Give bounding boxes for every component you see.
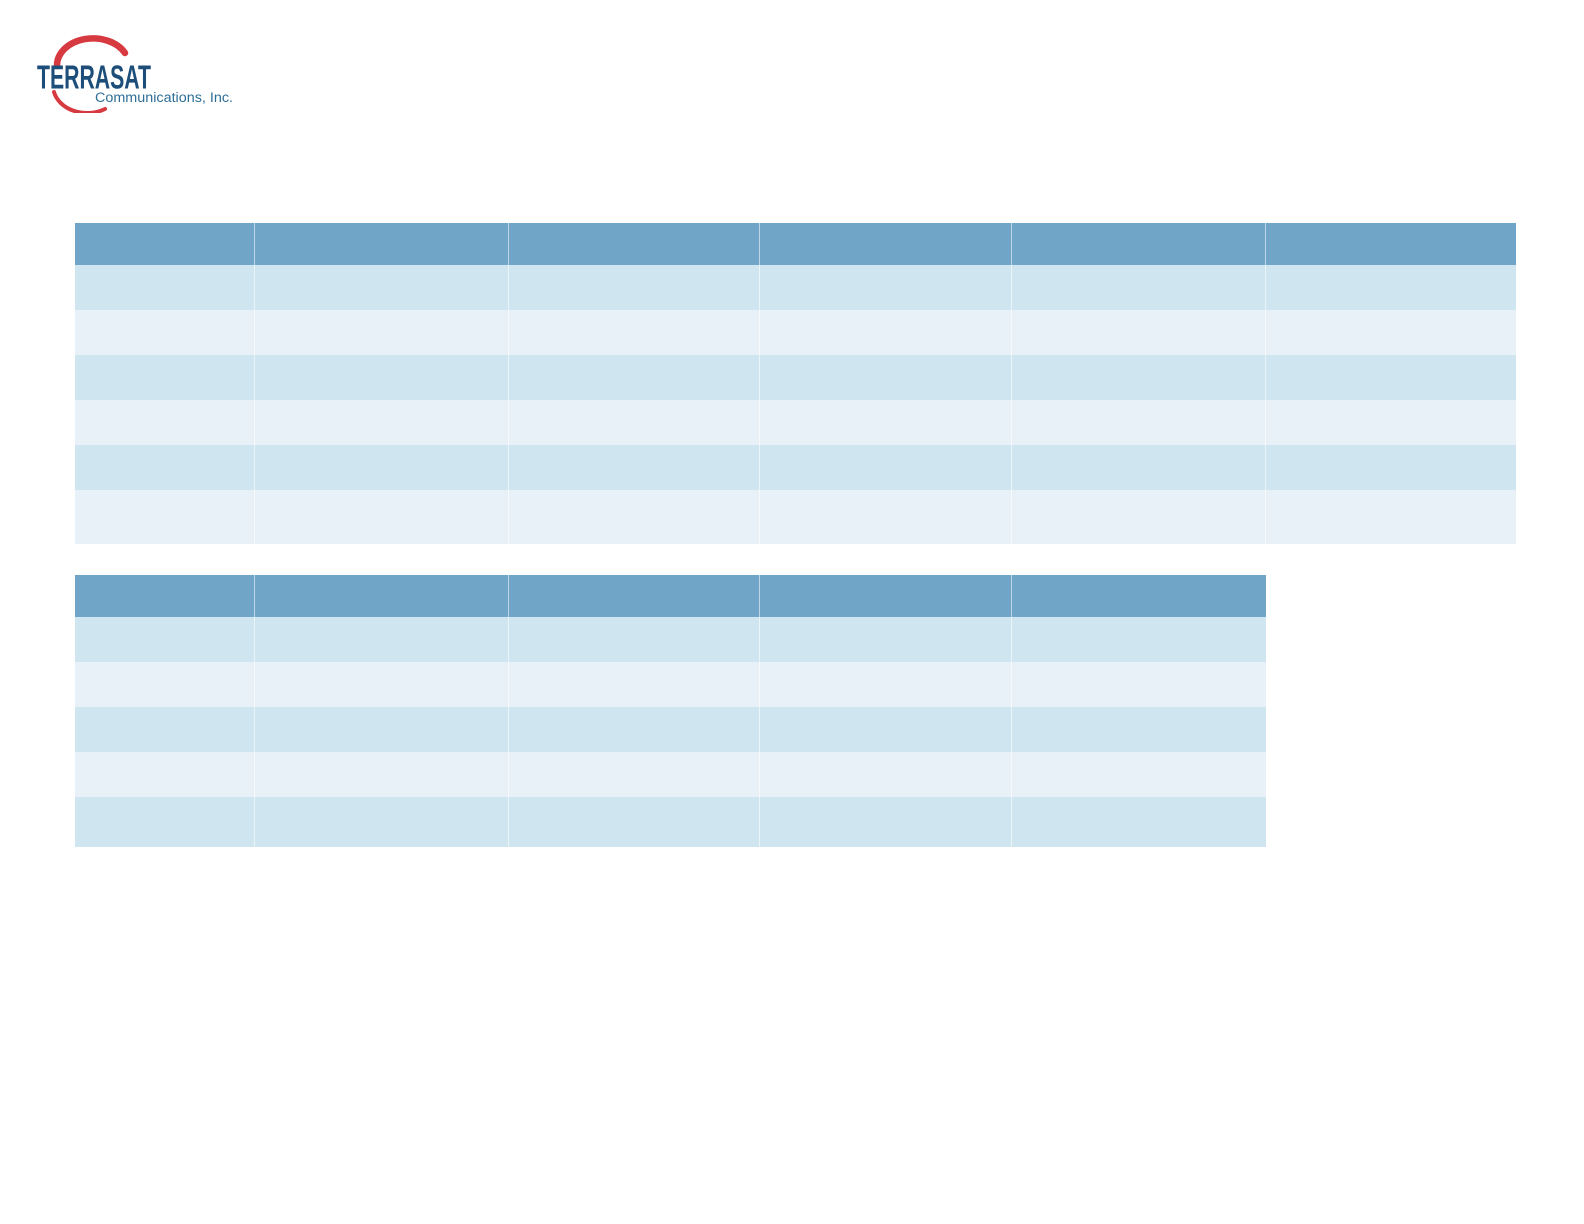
table-cell [255,445,509,490]
table-cell [760,265,1012,310]
table-cell [509,310,760,355]
table-cell [509,752,760,797]
table-cell [509,797,760,847]
table-cell [75,797,255,847]
table-header-cell [1012,575,1266,617]
table-header-cell [255,223,509,265]
table-header-cell [1012,223,1266,265]
table-cell [255,797,509,847]
table-cell [509,400,760,445]
table-cell [255,490,509,544]
table-header-cell [509,223,760,265]
table-cell [255,265,509,310]
table-cell [255,662,509,707]
table-cell [1266,310,1516,355]
table-cell [75,445,255,490]
table-cell [509,265,760,310]
table-cell [255,400,509,445]
table-cell [1012,662,1266,707]
table-header-cell [760,575,1012,617]
table-header-cell [255,575,509,617]
table-cell [1012,265,1266,310]
table-cell [75,400,255,445]
logo-subtitle-text: Communications, Inc. [95,90,233,105]
table-cell [1266,355,1516,400]
table-cell [1012,490,1266,544]
table-cell [75,662,255,707]
table-cell [75,265,255,310]
table-cell [509,707,760,752]
terrasat-logo: TERRASAT Communications, Inc. [33,28,243,113]
table-cell [255,707,509,752]
table-cell [509,355,760,400]
table-cell [75,617,255,662]
table-cell [1266,490,1516,544]
table-cell [75,310,255,355]
table-cell [760,490,1012,544]
table-cell [1012,310,1266,355]
table-cell [255,310,509,355]
table-cell [255,617,509,662]
table-cell [1266,445,1516,490]
table-cell [509,490,760,544]
table-cell [1012,797,1266,847]
table-cell [760,355,1012,400]
table-cell [760,310,1012,355]
table-cell [1012,752,1266,797]
table-header-cell [1266,223,1516,265]
table-cell [1266,400,1516,445]
table-cell [1012,707,1266,752]
table-cell [760,445,1012,490]
table-cell [760,752,1012,797]
table-header-cell [509,575,760,617]
table-cell [760,617,1012,662]
table-cell [760,662,1012,707]
spec-table-1 [75,223,1516,544]
table-header-cell [75,575,255,617]
table-cell [1012,400,1266,445]
table-cell [760,400,1012,445]
table-cell [255,752,509,797]
table-cell [1012,355,1266,400]
logo-brand-text: TERRASAT [37,58,151,95]
spec-table-2 [75,575,1266,847]
table-cell [75,490,255,544]
table-cell [760,707,1012,752]
table-cell [509,445,760,490]
table-cell [1012,617,1266,662]
logo-arc-icon: TERRASAT Communications, Inc. [37,35,233,113]
table-cell [1266,265,1516,310]
table-header-cell [75,223,255,265]
table-header-cell [760,223,1012,265]
table-cell [255,355,509,400]
table-cell [1012,445,1266,490]
table-cell [760,797,1012,847]
table-cell [75,355,255,400]
table-cell [75,752,255,797]
table-cell [509,662,760,707]
table-cell [75,707,255,752]
table-cell [509,617,760,662]
